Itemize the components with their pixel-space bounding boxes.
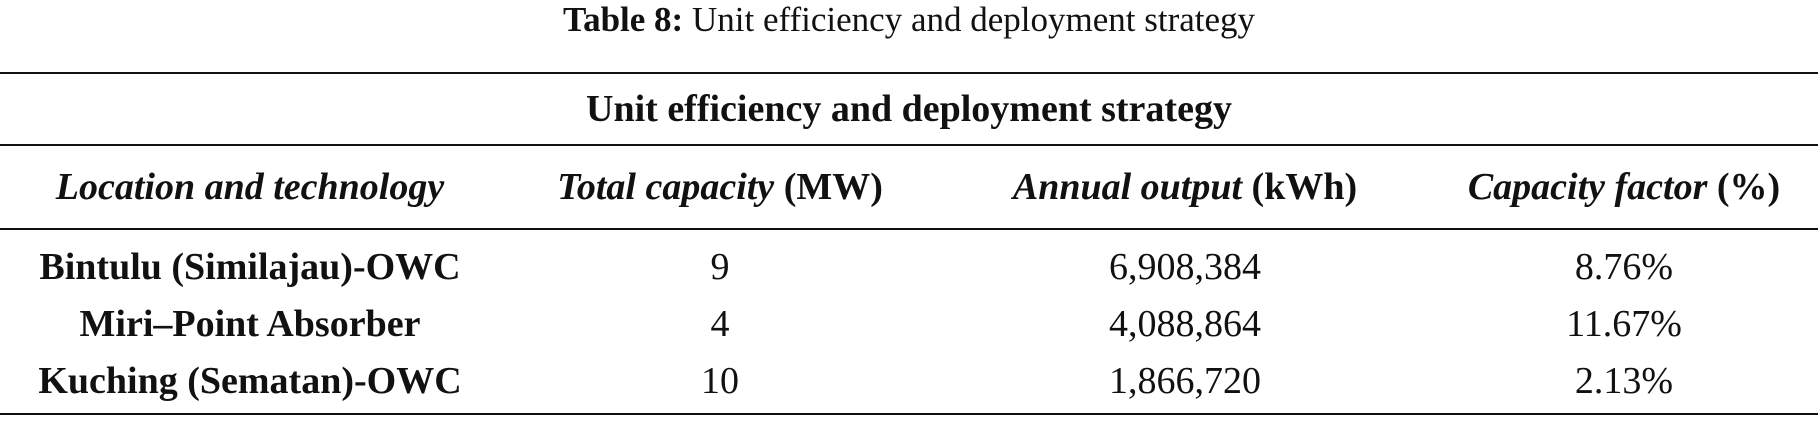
table-row: Kuching (Sematan)-OWC 10 1,866,720 2.13% bbox=[0, 352, 1818, 415]
caption-text: Unit efficiency and deployment strategy bbox=[691, 0, 1256, 39]
cell-location: Kuching (Sematan)-OWC bbox=[0, 352, 500, 415]
column-header-output: Annual output (kWh) bbox=[940, 145, 1430, 230]
cell-factor: 2.13% bbox=[1430, 352, 1818, 415]
column-header-output-name: Annual output bbox=[1012, 166, 1243, 208]
cell-capacity: 4 bbox=[710, 302, 730, 345]
group-header: Unit efficiency and deployment strategy bbox=[0, 74, 1818, 146]
column-header-output-unit: (kWh) bbox=[1251, 166, 1358, 208]
group-header-row: Unit efficiency and deployment strategy bbox=[0, 74, 1818, 146]
cell-location: Miri–Point Absorber bbox=[79, 302, 421, 345]
table-row: Miri–Point Absorber 4 4,088,864 11.67% bbox=[0, 295, 1818, 352]
column-header-factor-name: Capacity factor bbox=[1467, 166, 1708, 208]
data-table-container: Unit efficiency and deployment strategy … bbox=[0, 72, 1818, 415]
table-caption: Table 8: Unit efficiency and deployment … bbox=[0, 0, 1818, 48]
column-header-capacity-unit: (MW) bbox=[783, 166, 883, 208]
column-header-row: Location and technology Total capacity (… bbox=[0, 145, 1818, 230]
column-header-factor-unit: (%) bbox=[1716, 166, 1781, 208]
cell-output: 1,866,720 bbox=[940, 352, 1430, 415]
column-header-location-name: Location and technology bbox=[55, 166, 445, 208]
cell-location: Bintulu (Similajau)-OWC bbox=[39, 245, 461, 288]
column-header-factor: Capacity factor (%) bbox=[1430, 145, 1818, 230]
table-row: Bintulu (Similajau)-OWC 9 6,908,384 8.76… bbox=[0, 229, 1818, 295]
cell-factor: 8.76% bbox=[1574, 245, 1674, 288]
column-header-capacity-name: Total capacity bbox=[557, 166, 775, 208]
cell-factor: 11.67% bbox=[1566, 302, 1682, 345]
column-header-location: Location and technology bbox=[0, 145, 500, 230]
cell-capacity: 9 bbox=[710, 245, 730, 288]
caption-label: Table 8: bbox=[562, 0, 684, 39]
cell-output: 6,908,384 bbox=[1109, 245, 1261, 288]
column-header-capacity: Total capacity (MW) bbox=[500, 145, 940, 230]
cell-capacity: 10 bbox=[500, 352, 940, 415]
cell-output: 4,088,864 bbox=[1109, 302, 1261, 345]
efficiency-table: Unit efficiency and deployment strategy … bbox=[0, 72, 1818, 415]
